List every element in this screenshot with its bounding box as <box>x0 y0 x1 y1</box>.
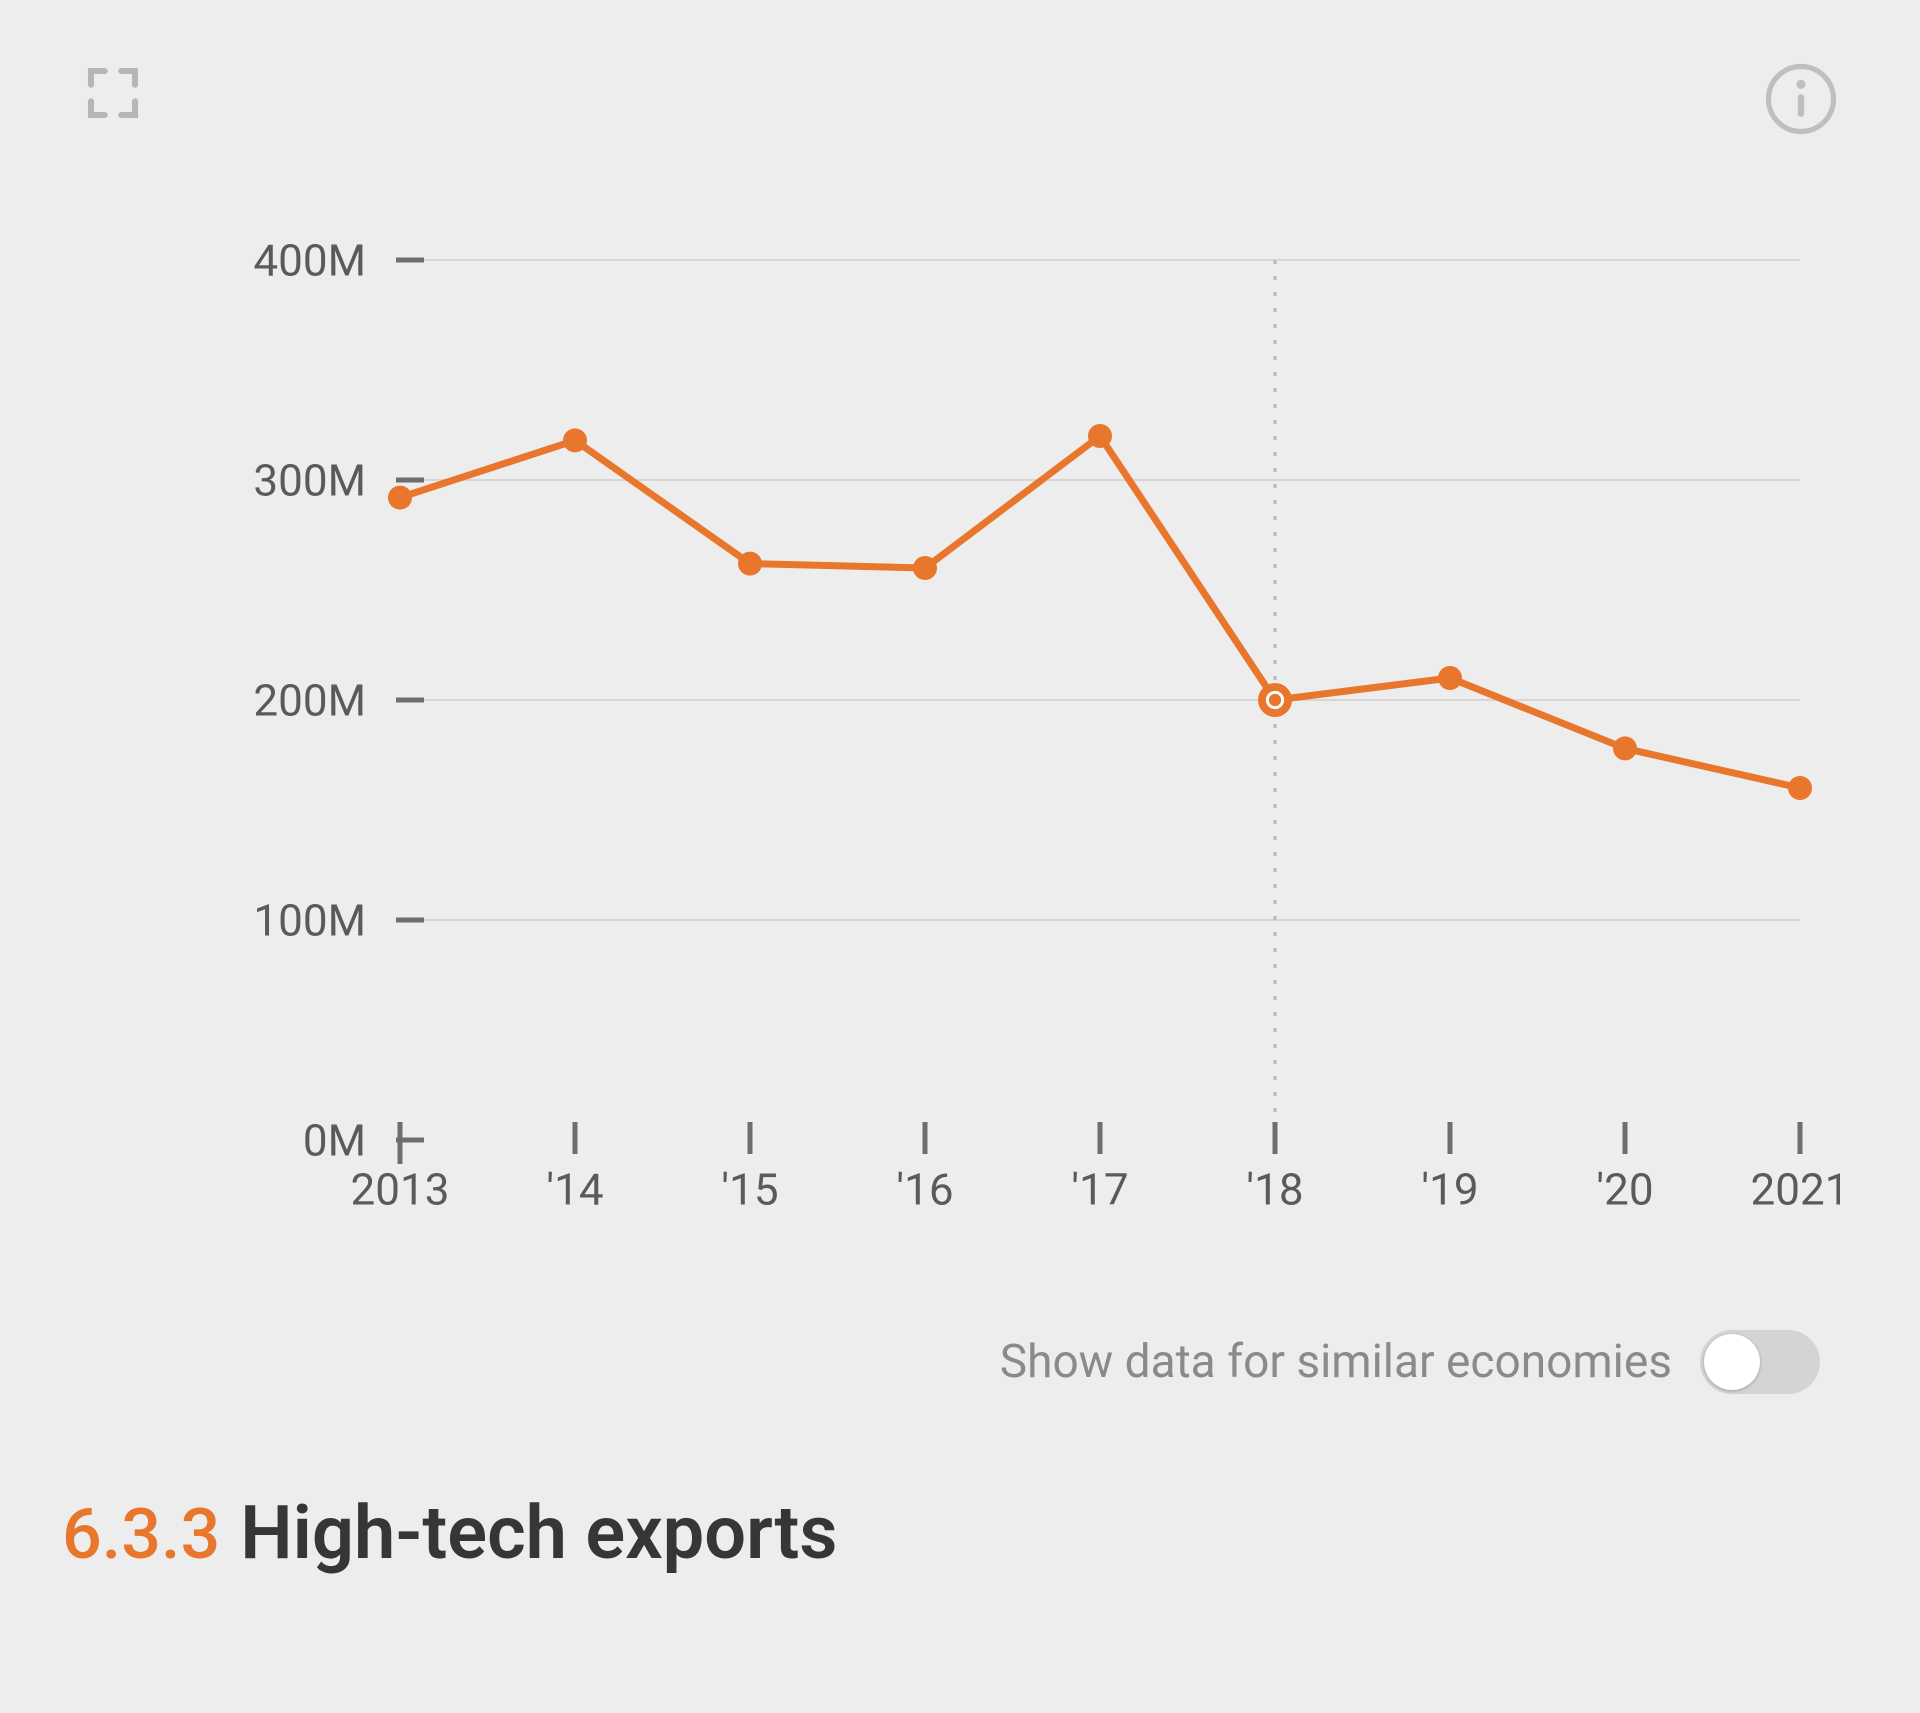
series-point[interactable] <box>1788 776 1812 800</box>
axis-corner <box>400 1140 424 1164</box>
series-point[interactable] <box>1088 424 1112 448</box>
similar-economies-toggle[interactable] <box>1700 1330 1820 1394</box>
y-tick-label: 100M <box>253 894 366 946</box>
y-tick-label: 300M <box>253 454 366 506</box>
line-chart: 0M 100M 200M 300M 400M 2013 '14 '15 '16 '17 '18 '19… <box>80 240 1840 1260</box>
title-text: High-tech exports <box>240 1490 837 1577</box>
x-tick-label: '14 <box>546 1164 603 1216</box>
series-point[interactable] <box>388 486 412 510</box>
chart-title: 6.3.3 High-tech exports <box>62 1490 837 1577</box>
info-button[interactable] <box>1762 60 1840 142</box>
series-point[interactable] <box>738 552 762 576</box>
x-tick-label: '19 <box>1421 1164 1478 1216</box>
x-tick-label: 2013 <box>351 1164 450 1216</box>
chart-card: 0M 100M 200M 300M 400M 2013 '14 '15 '16 '17 '18 '19… <box>0 0 1920 1713</box>
expand-button[interactable] <box>80 60 146 130</box>
x-tick-label: '20 <box>1596 1164 1653 1216</box>
x-tick-label: '17 <box>1071 1164 1128 1216</box>
x-tick-label: '16 <box>896 1164 953 1216</box>
series-point[interactable] <box>563 428 587 452</box>
y-tick-label: 0M <box>303 1114 366 1166</box>
title-number: 6.3.3 <box>62 1494 220 1576</box>
x-tick-label: '18 <box>1246 1164 1303 1216</box>
series-line <box>400 436 1800 788</box>
card-topbar <box>80 60 1840 140</box>
chart-svg: 0M 100M 200M 300M 400M 2013 '14 '15 '16 '17 '18 '19… <box>80 240 1840 1260</box>
series-point[interactable] <box>913 556 937 580</box>
x-tick-label: '15 <box>721 1164 778 1216</box>
series-point[interactable] <box>1438 666 1462 690</box>
y-tick-label: 200M <box>253 674 366 726</box>
toggle-knob <box>1704 1334 1760 1390</box>
expand-icon <box>80 60 146 126</box>
similar-economies-row: Show data for similar economies <box>1000 1330 1820 1394</box>
series-point-highlight-inner <box>1267 692 1282 707</box>
y-tick-label: 400M <box>253 240 366 286</box>
similar-economies-label: Show data for similar economies <box>1000 1335 1672 1389</box>
x-tick-label: 2021 <box>1751 1164 1840 1216</box>
series-point[interactable] <box>1613 736 1637 760</box>
info-icon <box>1762 60 1840 138</box>
